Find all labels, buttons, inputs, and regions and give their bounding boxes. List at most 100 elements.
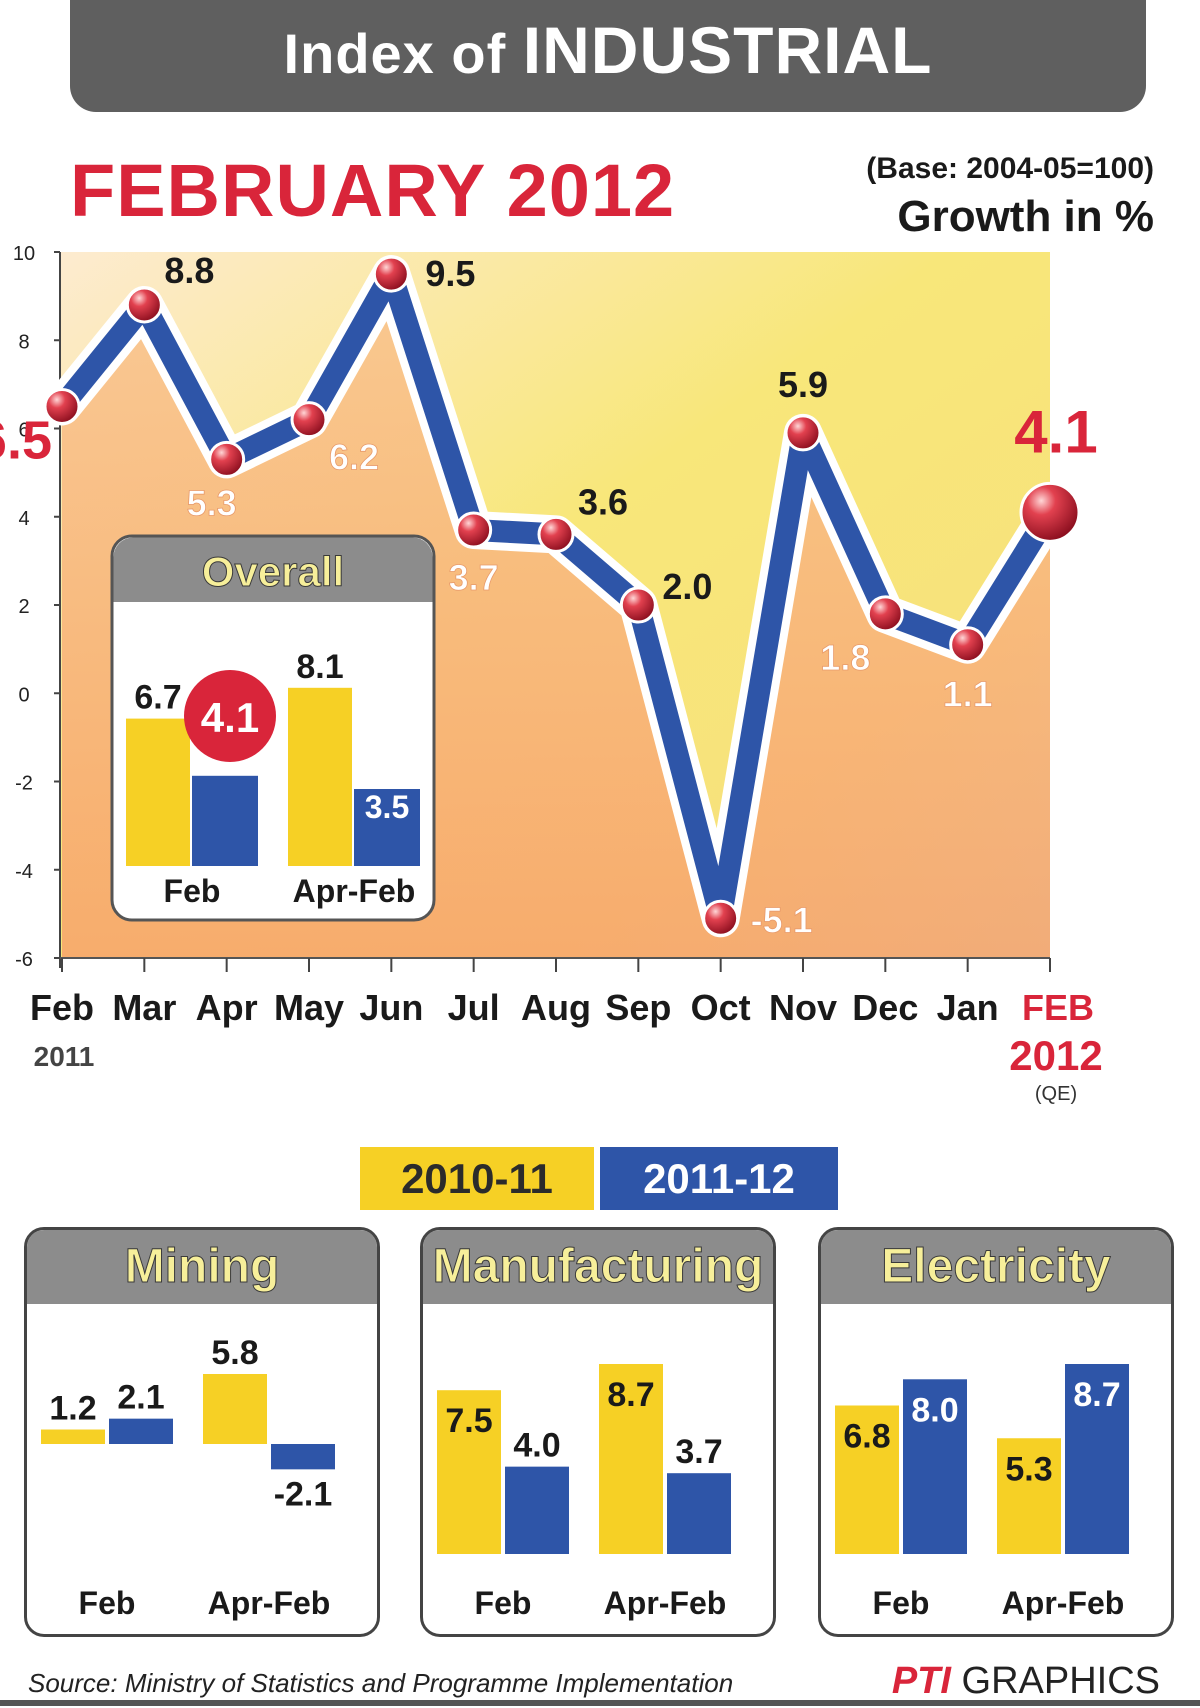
y-tick-label: -6 <box>15 949 33 971</box>
data-point <box>208 440 246 478</box>
bar-2010-11 <box>203 1374 267 1444</box>
overall-inset: Overall 6.7 Feb 8.1 Apr-Feb 4.1 3.5 <box>110 534 436 922</box>
data-label: 6.2 <box>329 437 379 478</box>
bar-label: -2.1 <box>274 1475 333 1513</box>
data-point <box>949 626 987 664</box>
bar-2010-11 <box>288 687 352 866</box>
pti-graphics-logo: PTI GRAPHICS <box>892 1660 1160 1703</box>
legend-2010-11: 2010-11 <box>360 1147 594 1210</box>
title-banner: Index of INDUSTRIAL PRODUCTION <box>70 0 1146 191</box>
data-label: 8.8 <box>164 250 214 291</box>
bar-label: 5.8 <box>211 1334 258 1372</box>
data-point <box>1019 481 1081 543</box>
bottom-rule <box>0 1700 1200 1706</box>
bar-2011-12 <box>505 1466 569 1554</box>
data-label: 1.1 <box>943 674 993 715</box>
bar-label: 3.5 <box>365 789 409 825</box>
overall-title: Overall <box>202 548 344 595</box>
bar-2011-12 <box>271 1444 335 1470</box>
bar-2011-12 <box>354 789 420 866</box>
data-label: 5.3 <box>187 482 237 523</box>
bar-2010-11 <box>126 718 190 866</box>
chart-subtitle: FEBRUARY 2012 <box>70 149 676 232</box>
title-prefix: Index of <box>283 22 507 85</box>
bar-2011-12 <box>667 1473 731 1554</box>
data-label: 2.0 <box>662 566 712 607</box>
data-label: 5.9 <box>778 364 828 405</box>
bar-label: 5.3 <box>1005 1450 1052 1488</box>
y-tick-label: 2 <box>18 596 29 618</box>
x-tick-label: May <box>274 987 344 1028</box>
logo-graphics: GRAPHICS <box>961 1660 1160 1702</box>
x-tick-label: Aug <box>521 987 591 1028</box>
bar-2010-11 <box>835 1405 899 1554</box>
data-label: 6.5 <box>0 410 52 470</box>
x-tick-label: Feb <box>30 987 94 1028</box>
mining-bar-chart: 1.2 2.1 Feb 5.8 -2.1 Apr-Feb <box>41 1334 335 1621</box>
overall-header <box>113 537 433 602</box>
x-tick-label: Jul <box>448 987 500 1028</box>
mining-panel: Mining 1.2 2.1 Feb 5.8 -2.1 Apr-Feb <box>24 1227 380 1637</box>
bar-2011-12 <box>192 775 258 866</box>
bar-category-label: Feb <box>79 1585 136 1621</box>
x-tick-label: Mar <box>112 987 176 1028</box>
title-strong: INDUSTRIAL PRODUCTION <box>381 13 933 191</box>
bar-category-label: Feb <box>164 873 221 909</box>
bar-label: 8.7 <box>607 1376 654 1414</box>
data-label: 9.5 <box>425 253 475 294</box>
bar-label: 8.7 <box>1073 1376 1120 1414</box>
bar-2010-11 <box>997 1438 1061 1554</box>
bar-category-label: Apr-Feb <box>1002 1585 1125 1621</box>
bar-label: 3.7 <box>675 1433 722 1471</box>
electricity-bar-chart: 6.8 8.0 Feb 5.3 8.7 Apr-Feb <box>835 1364 1129 1621</box>
x-tick-label: Dec <box>852 987 918 1028</box>
bar-category-label: Apr-Feb <box>208 1585 331 1621</box>
data-label: 4.1 <box>1014 398 1097 465</box>
bar-label: 8.1 <box>296 648 343 686</box>
page-title: Index of INDUSTRIAL PRODUCTION <box>70 0 1146 191</box>
bar-2010-11 <box>599 1364 663 1554</box>
data-label: -5.1 <box>751 899 813 940</box>
bar-2011-12 <box>1065 1364 1129 1554</box>
bar-label: 4.1 <box>201 694 259 741</box>
x-tick-label: Jun <box>359 987 423 1028</box>
data-point <box>43 387 81 425</box>
source-note: Source: Ministry of Statistics and Progr… <box>28 1668 734 1698</box>
bar-category-label: Apr-Feb <box>604 1585 727 1621</box>
x-sublabel-first: 2011 <box>34 1041 95 1072</box>
data-point <box>125 286 163 324</box>
data-label: 1.8 <box>820 637 870 678</box>
data-label: 3.7 <box>449 557 499 598</box>
bar-2010-11 <box>41 1429 105 1444</box>
mining-title: Mining <box>27 1230 377 1304</box>
x-tick-label: Jan <box>937 987 999 1028</box>
y-tick-label: 8 <box>18 331 29 353</box>
base-note: (Base: 2004-05=100) <box>866 152 1154 185</box>
data-point <box>784 414 822 452</box>
data-point <box>619 586 657 624</box>
bar-label: 7.5 <box>445 1402 492 1440</box>
data-point <box>866 595 904 633</box>
data-label: 3.6 <box>578 481 628 522</box>
logo-pti: PTI <box>891 1660 951 1702</box>
bar-2011-12 <box>109 1418 173 1444</box>
y-tick-label: -4 <box>15 861 33 883</box>
bar-category-label: Feb <box>873 1585 930 1621</box>
bar-2011-12 <box>903 1379 967 1554</box>
bar-2010-11 <box>437 1390 501 1554</box>
data-point <box>290 401 328 439</box>
main-line-chart: 10 8 6 4 2 0 -2 -4 -6 Feb Mar Apr May Jun Jul Aug Sep Oct… <box>0 243 1103 1105</box>
highlight-badge <box>184 670 276 762</box>
x-tick-label: Oct <box>691 987 751 1028</box>
y-tick-label: 0 <box>18 684 29 706</box>
x-tick-label: Nov <box>769 987 837 1028</box>
bar-label: 6.7 <box>134 679 181 717</box>
data-point <box>702 899 740 937</box>
x-tick-label: FEB <box>1022 987 1094 1028</box>
bar-label: 6.8 <box>843 1417 890 1455</box>
data-point <box>455 511 493 549</box>
data-point <box>372 255 410 293</box>
bar-category-label: Apr-Feb <box>293 873 416 909</box>
bar-label: 2.1 <box>117 1379 164 1417</box>
y-tick-label: 6 <box>18 420 29 442</box>
